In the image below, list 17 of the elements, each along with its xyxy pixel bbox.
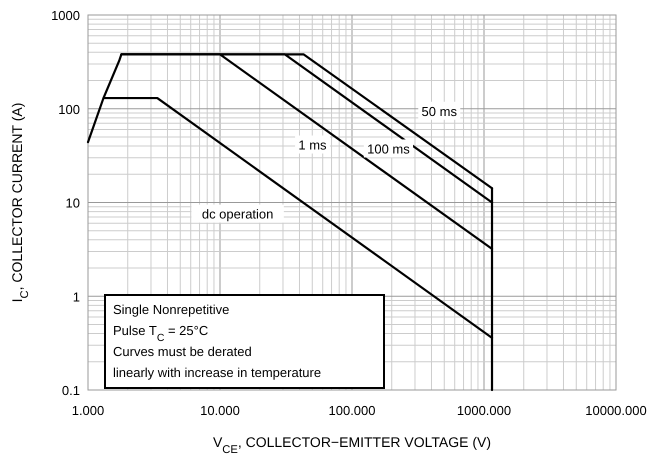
- series-label: dc operation: [202, 206, 274, 222]
- y-tick-label: 10: [66, 196, 80, 210]
- series-label: 1 ms: [298, 138, 328, 153]
- series-label: 100 ms: [367, 141, 410, 156]
- x-tick-label: 10.000: [200, 403, 240, 418]
- y-tick-label: 1: [72, 289, 80, 304]
- y-tick-label: 1000: [51, 8, 80, 23]
- y-tick-label: 0.1: [62, 383, 80, 398]
- x-axis-title: V$_{CE}$, COLLECTOR−EMITTER VOLTAGE (V): [212, 434, 492, 456]
- x-tick-label: 1.000: [72, 403, 104, 418]
- y-tick-label: 100: [58, 102, 80, 117]
- x-tick-label: 10000.000: [585, 403, 647, 418]
- x-tick-label: 1000.000: [456, 403, 512, 418]
- annotation: Single Nonrepetitive Pulse T$_{C}$ = 25°C Curves must be derated linearly with increase in temperature: [113, 302, 322, 380]
- note-box: Single Nonrepetitive Pulse T$_{C}$ = 25°C Curves must be derated linearly with increase in temperature: [104, 294, 385, 389]
- x-tick-label: 100.000: [328, 403, 376, 418]
- series-label: 50 ms: [422, 104, 458, 119]
